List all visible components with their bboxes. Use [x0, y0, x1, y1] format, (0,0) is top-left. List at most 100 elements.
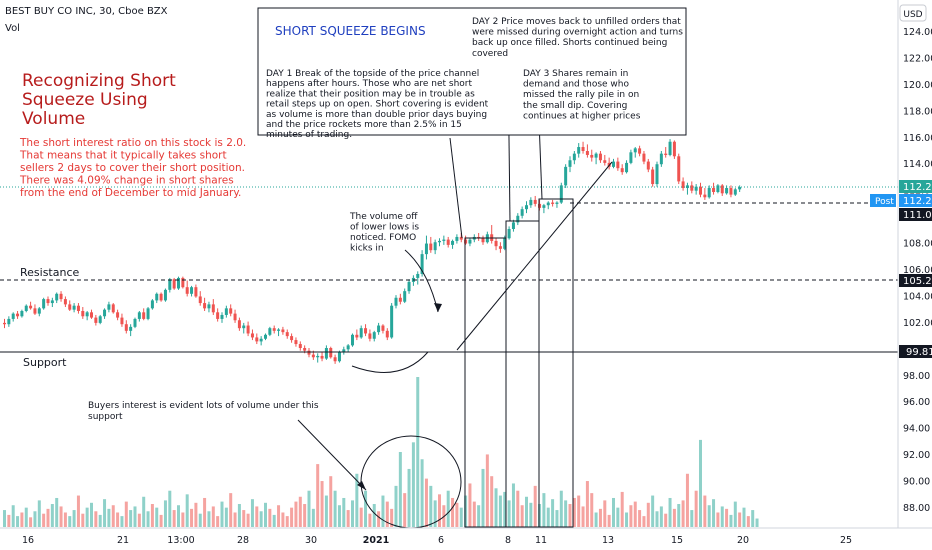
volume-bar [242, 510, 246, 527]
candle-body [642, 153, 646, 162]
candle-body [211, 304, 215, 313]
candle [355, 329, 359, 341]
candle-body [446, 239, 450, 245]
candle [46, 296, 50, 306]
volume-bar [507, 500, 511, 527]
day1-text: DAY 1 Break of the topside of the price … [266, 69, 489, 140]
text-line: as volume is more than double prior days… [266, 110, 487, 120]
volume-bar [294, 501, 298, 527]
volume-bar [494, 488, 498, 527]
volume-bar [346, 510, 350, 527]
candle [63, 296, 67, 308]
candle [76, 303, 80, 314]
candle-body [246, 325, 250, 334]
candle [433, 239, 437, 255]
candle-body [564, 166, 568, 186]
support-label: Support [23, 356, 67, 369]
volume-bar [564, 500, 568, 527]
candle-body [50, 300, 54, 304]
volume-bar [520, 505, 524, 527]
candle-body [672, 141, 676, 157]
short-squeeze-box [257, 7, 687, 136]
volume-bar [46, 508, 50, 527]
candle [111, 303, 115, 314]
volume-bar [364, 490, 368, 527]
volume-bar [407, 468, 411, 527]
text-line: Volume [22, 109, 85, 129]
volume-bar [699, 439, 702, 527]
volume-bar [525, 496, 528, 527]
volume-bar [490, 476, 494, 527]
volume-bar [742, 507, 746, 527]
text-line: DAY 3 Shares remain in [523, 69, 628, 79]
text-line: retail steps up on open. Short covering … [266, 100, 489, 110]
volume-bar [351, 500, 354, 527]
candle-body [451, 240, 455, 245]
candle-body [194, 287, 198, 297]
candle-body [207, 304, 211, 309]
y-tick-label: 122.00 [903, 53, 932, 64]
candle [403, 288, 407, 304]
volume-bar [420, 459, 424, 527]
volume-bar [37, 500, 41, 527]
candle-body [681, 181, 685, 189]
text-line: missed the rally pile in on [523, 90, 639, 100]
text-line: from the end of December to mid January. [20, 187, 241, 199]
volume-bar [33, 511, 37, 527]
candle-body [185, 287, 189, 294]
volume-bar [620, 491, 624, 527]
candle [185, 280, 189, 297]
currency-button[interactable] [899, 4, 927, 22]
candle [190, 285, 194, 297]
candle [533, 195, 537, 207]
candle [37, 307, 41, 317]
candle [207, 301, 211, 313]
volume-bar [394, 485, 398, 527]
candle [81, 307, 85, 319]
volume-bar [359, 507, 363, 527]
candle-body [677, 156, 681, 182]
candle [233, 309, 237, 323]
candle-body [633, 148, 637, 153]
volume-bar [642, 516, 646, 527]
volume-bar [485, 454, 489, 527]
text-line: sellers 2 days to cover their short posi… [20, 162, 245, 174]
x-tick-label: 15 [671, 535, 683, 546]
candle [250, 329, 254, 341]
candle [85, 310, 89, 321]
y-tick-label: 114.00 [903, 159, 932, 170]
volume-bar [129, 510, 133, 527]
candle-body [429, 243, 433, 251]
candle-body [107, 304, 111, 310]
volume-bar [516, 490, 520, 527]
candle-body [581, 147, 585, 151]
candle [372, 330, 376, 342]
candle [616, 157, 620, 171]
candle-body [346, 345, 350, 350]
volume-bar [137, 513, 141, 527]
candle [712, 182, 716, 195]
volume-bar [712, 499, 716, 527]
candle [720, 184, 724, 196]
candle [16, 310, 20, 319]
volume-bar [190, 508, 194, 527]
candle [124, 320, 128, 334]
candle-body [342, 349, 346, 352]
candle-body [94, 317, 98, 323]
candle [281, 326, 285, 335]
candle-body [268, 328, 272, 335]
volume-bar [29, 517, 33, 527]
candle-body [124, 324, 128, 331]
candle [511, 219, 515, 232]
candle [542, 203, 546, 214]
candle [659, 151, 663, 167]
fomo-arrow-head [434, 303, 442, 312]
candle [529, 197, 533, 208]
x-tick-label: 13:00 [167, 535, 194, 546]
candle [342, 346, 346, 355]
candle-body [381, 325, 385, 331]
text-line: The volume off [349, 212, 418, 222]
volume-bar [81, 513, 85, 527]
candle [146, 307, 150, 321]
